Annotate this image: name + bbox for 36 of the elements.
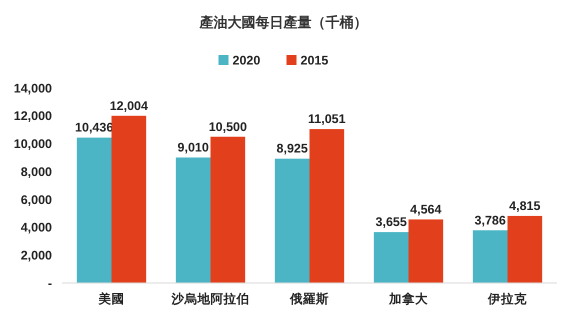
y-tick-label: 14,000 bbox=[14, 81, 52, 96]
data-label: 10,500 bbox=[208, 120, 247, 134]
bar bbox=[472, 230, 508, 283]
data-label: 3,655 bbox=[376, 215, 407, 230]
data-label: 3,786 bbox=[474, 213, 506, 228]
x-tick-label: 伊拉克 bbox=[487, 292, 528, 306]
data-label: 11,051 bbox=[308, 112, 346, 126]
y-tick-label: 2,000 bbox=[20, 248, 52, 263]
chart-title: 產油大國每日產量（千桶） bbox=[198, 14, 368, 30]
y-tick-label: 12,000 bbox=[14, 109, 52, 124]
bar bbox=[310, 129, 344, 283]
x-tick-label: 美國 bbox=[98, 291, 124, 306]
y-tick-label: 6,000 bbox=[20, 192, 52, 207]
data-label: 4,564 bbox=[410, 202, 442, 216]
legend-label: 2015 bbox=[300, 53, 328, 68]
bar bbox=[374, 232, 408, 283]
x-tick-label: 沙烏地阿拉伯 bbox=[170, 292, 250, 306]
x-tick-label: 加拿大 bbox=[388, 291, 429, 306]
bar bbox=[176, 158, 210, 283]
data-label: 9,010 bbox=[178, 140, 209, 155]
bar bbox=[508, 216, 542, 283]
data-label: 12,004 bbox=[110, 98, 148, 113]
y-tick-label: 8,000 bbox=[20, 164, 52, 179]
data-label: 10,436 bbox=[75, 120, 114, 135]
legend-label: 2020 bbox=[232, 53, 260, 68]
bar bbox=[112, 116, 146, 283]
data-label: 8,925 bbox=[276, 142, 308, 156]
y-tick-label: 4,000 bbox=[20, 220, 52, 235]
bar bbox=[274, 158, 310, 283]
x-tick-label: 俄羅斯 bbox=[289, 292, 329, 306]
y-tick-label: - bbox=[48, 276, 52, 290]
bar bbox=[408, 219, 444, 283]
bar bbox=[210, 136, 246, 283]
data-label: 4,815 bbox=[509, 198, 541, 213]
y-tick-label: 10,000 bbox=[14, 137, 52, 152]
bar bbox=[76, 138, 112, 283]
